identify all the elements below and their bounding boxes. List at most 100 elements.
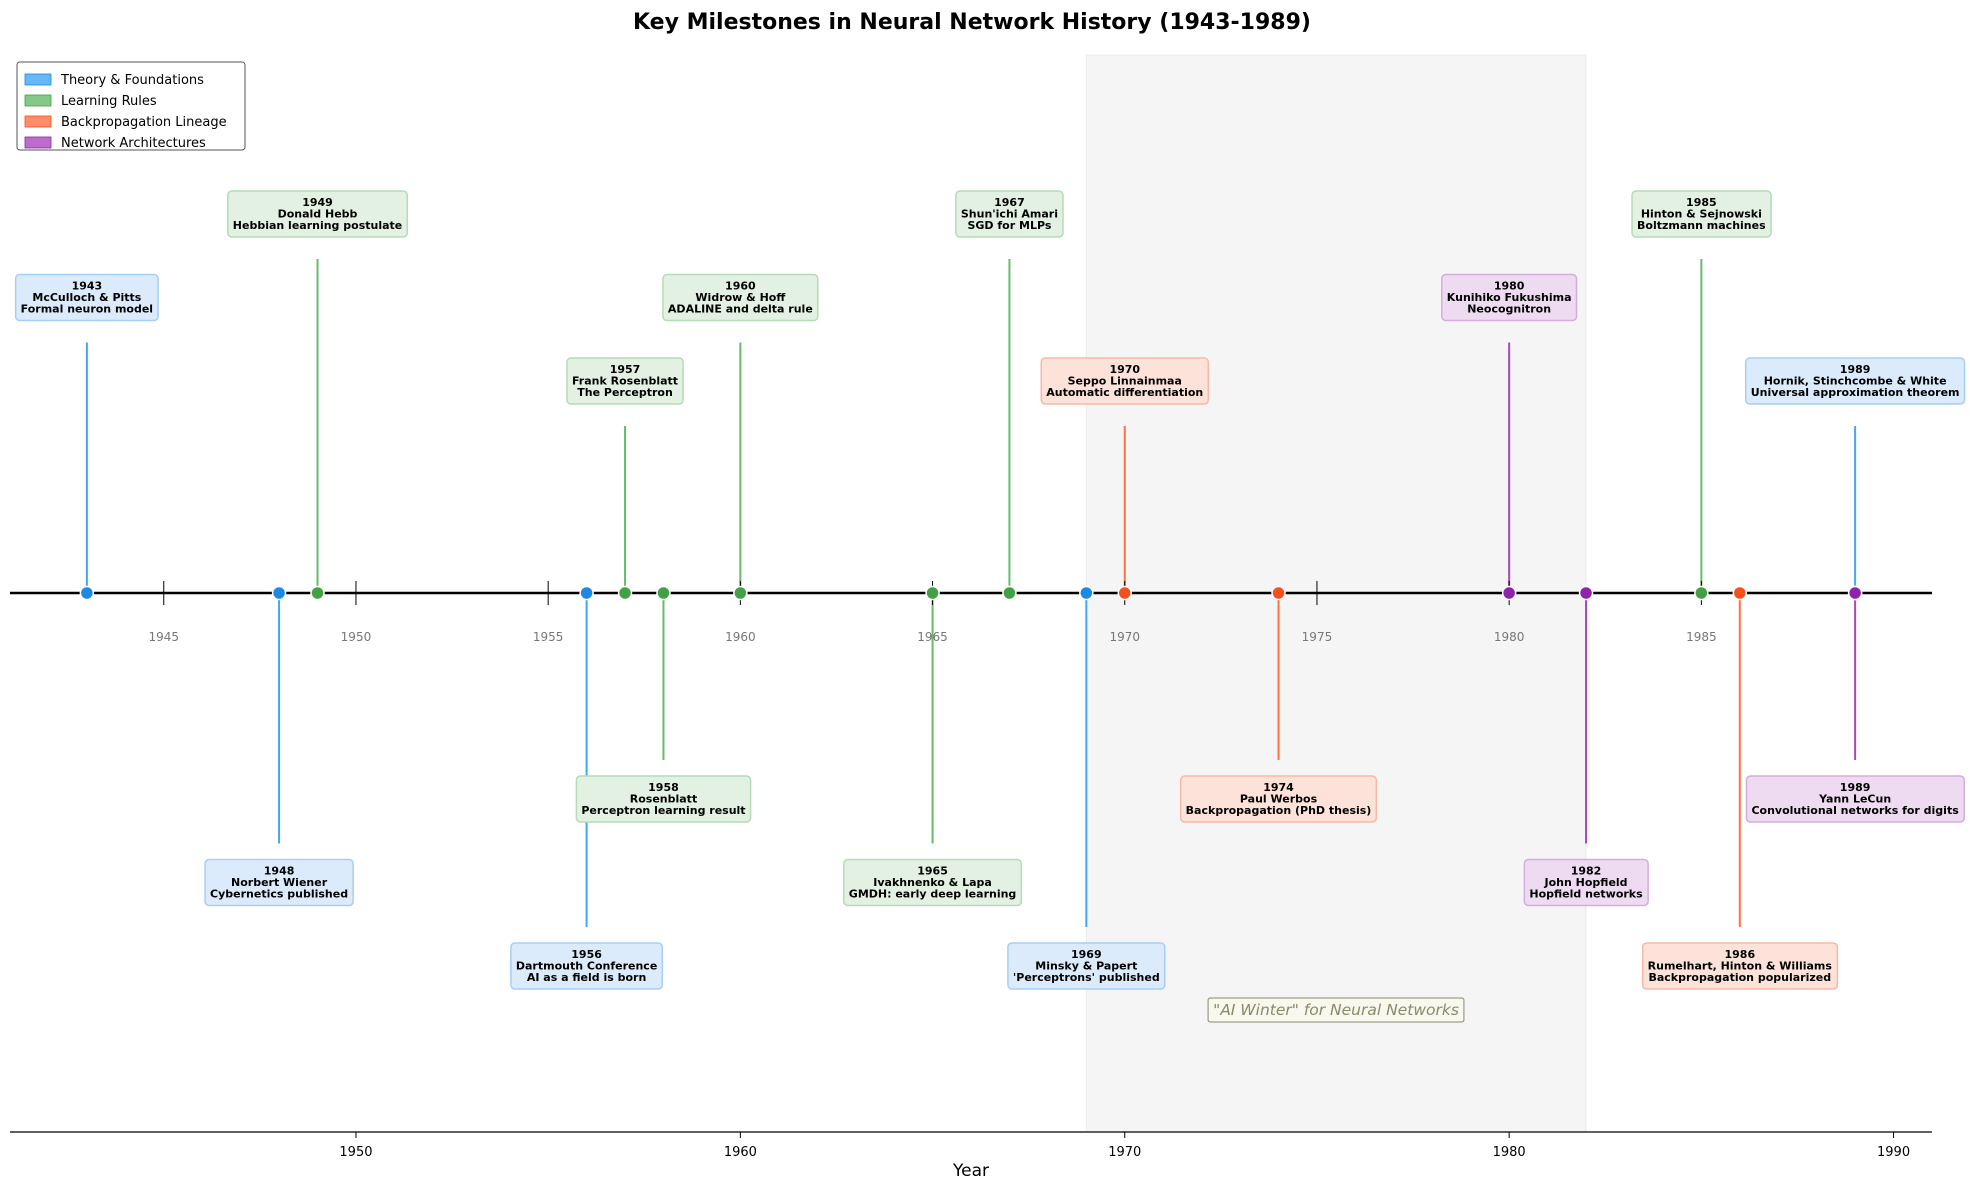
event-marker-1986 bbox=[1732, 585, 1748, 601]
event-label-box bbox=[1744, 357, 1966, 405]
legend-label: Backpropagation Lineage bbox=[61, 115, 227, 130]
event-label-1989: 1989 Yann LeCun Convolutional networks for… bbox=[1745, 775, 1965, 823]
event-person: Hinton & Sejnowski bbox=[1641, 208, 1762, 221]
legend-label: Theory & Foundations bbox=[60, 73, 204, 88]
event-label-1974: 1974 Paul Werbos Backpropagation (PhD thes… bbox=[1179, 775, 1378, 823]
event-label-1982: 1982 John Hopfield Hopfield networks bbox=[1523, 858, 1649, 907]
legend[interactable]: Theory & Foundations Learning Rules Backpr… bbox=[16, 61, 246, 151]
event-label-1986: 1986 Rumelhart, Hinton & Williams Backprop… bbox=[1641, 942, 1839, 990]
timeline-axis: 1945 1950 1955 1960 1965 1970 1975 1980 1985 bbox=[10, 581, 1932, 644]
event-label-box bbox=[843, 858, 1023, 907]
timeline-tick-label: 1955 bbox=[533, 630, 564, 644]
timeline-tick-label: 1965 bbox=[917, 630, 948, 644]
event-label-box bbox=[1745, 775, 1965, 823]
event-label-1985: 1985 Hinton & Sejnowski Boltzmann machines bbox=[1631, 190, 1772, 238]
event-person: Rumelhart, Hinton & Williams bbox=[1648, 960, 1833, 973]
event-description: Neocognitron bbox=[1467, 303, 1551, 316]
event-year: 1989 bbox=[1840, 781, 1871, 794]
event-label-1970: 1970 Seppo Linnainmaa Automatic differenti… bbox=[1040, 357, 1210, 405]
event-person: Paul Werbos bbox=[1240, 793, 1318, 806]
event-marker-1948 bbox=[271, 585, 287, 601]
event-label-box bbox=[227, 190, 409, 238]
event-label-1957: 1957 Frank Rosenblatt The Perceptron bbox=[566, 357, 684, 405]
event-description: 'Perceptrons' published bbox=[1013, 971, 1160, 984]
legend-swatch bbox=[24, 73, 52, 86]
legend-item-arch[interactable]: Network Architectures bbox=[24, 136, 206, 151]
event-label-1965: 1965 Ivakhnenko & Lapa GMDH: early deep le… bbox=[843, 858, 1023, 907]
event-year: 1982 bbox=[1571, 865, 1602, 878]
event-label-box bbox=[575, 775, 752, 823]
event-marker-1982 bbox=[1578, 585, 1594, 601]
event-label-1969: 1969 Minsky & Papert 'Perceptrons' publish… bbox=[1007, 942, 1166, 990]
event-person: Ivakhnenko & Lapa bbox=[873, 876, 992, 889]
event-label-box bbox=[1523, 858, 1649, 907]
event-label-box bbox=[662, 273, 819, 322]
event-year: 1965 bbox=[917, 865, 948, 878]
event-marker-1958 bbox=[656, 585, 671, 601]
legend-item-backprop[interactable]: Backpropagation Lineage bbox=[24, 115, 227, 130]
timeline-tick-label: 1975 bbox=[1302, 630, 1333, 644]
x-tick-label: 1990 bbox=[1877, 1145, 1910, 1160]
event-label-1960: 1960 Widrow & Hoff ADALINE and delta rule bbox=[662, 273, 819, 322]
event-label-box bbox=[1007, 942, 1166, 990]
event-label-box bbox=[510, 942, 664, 990]
event-description: AI as a field is born bbox=[527, 971, 646, 984]
event-year: 1960 bbox=[725, 280, 756, 293]
event-marker-1970 bbox=[1117, 585, 1133, 601]
timeline-tick-label: 1945 bbox=[148, 630, 179, 644]
legend-swatch bbox=[24, 115, 52, 128]
event-description: SGD for MLPs bbox=[967, 219, 1051, 232]
event-marker-1974 bbox=[1271, 585, 1286, 601]
event-person: Dartmouth Conference bbox=[516, 960, 657, 973]
event-marker-1969 bbox=[1079, 585, 1094, 601]
legend-label: Learning Rules bbox=[61, 94, 157, 109]
event-label-box bbox=[1631, 190, 1772, 238]
event-label-box bbox=[1441, 273, 1578, 322]
event-label-1948: 1948 Norbert Wiener Cybernetics published bbox=[204, 858, 354, 907]
event-year: 1970 bbox=[1109, 363, 1140, 376]
legend-swatch bbox=[24, 136, 52, 149]
event-person: Donald Hebb bbox=[278, 208, 358, 221]
event-marker-1949 bbox=[310, 585, 325, 601]
event-year: 1949 bbox=[302, 196, 333, 209]
legend-swatch bbox=[24, 94, 52, 107]
event-year: 1989 bbox=[1840, 363, 1871, 376]
event-year: 1943 bbox=[72, 280, 103, 293]
event-stems bbox=[85, 259, 1857, 927]
timeline-tick-label: 1980 bbox=[1494, 630, 1525, 644]
legend-box bbox=[16, 61, 246, 151]
event-label-box bbox=[14, 273, 159, 322]
event-description: Perceptron learning result bbox=[581, 804, 745, 817]
event-marker-1967 bbox=[1002, 585, 1017, 601]
event-year: 1957 bbox=[610, 363, 641, 376]
event-description: Backpropagation popularized bbox=[1648, 971, 1831, 984]
event-label-box bbox=[1040, 357, 1210, 405]
legend-item-theory[interactable]: Theory & Foundations bbox=[24, 73, 204, 88]
event-description: Automatic differentiation bbox=[1046, 386, 1203, 399]
event-year: 1948 bbox=[264, 865, 295, 878]
event-year: 1956 bbox=[571, 948, 602, 961]
event-labels: 1943 McCulloch & Pitts Formal neuron model… bbox=[14, 190, 1966, 990]
event-year: 1980 bbox=[1494, 280, 1525, 293]
ai-winter-label: "AI Winter" for Neural Networks bbox=[1213, 1001, 1459, 1019]
event-person: Seppo Linnainmaa bbox=[1068, 375, 1182, 388]
event-description: Hebbian learning postulate bbox=[233, 219, 402, 232]
event-year: 1958 bbox=[648, 781, 679, 794]
event-person: Kunihiko Fukushima bbox=[1447, 291, 1572, 304]
event-year: 1985 bbox=[1686, 196, 1717, 209]
legend-item-learning[interactable]: Learning Rules bbox=[24, 94, 157, 109]
